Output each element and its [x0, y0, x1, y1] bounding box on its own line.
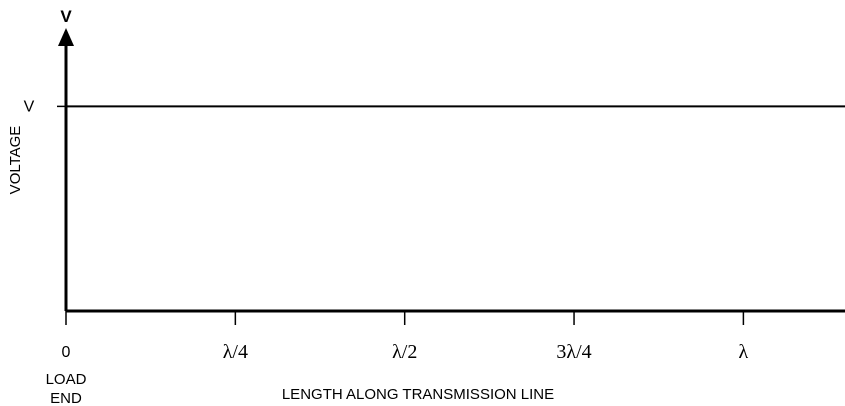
y-axis-label: VOLTAGE — [7, 126, 24, 195]
y-axis-top-label: V — [60, 7, 72, 26]
y-tick-label: V — [24, 98, 35, 115]
x-origin-sublabel-line2: END — [50, 390, 82, 406]
x-origin-label: 0 — [62, 344, 71, 361]
x-tick-label: λ — [739, 341, 749, 363]
x-tick-label: λ/2 — [392, 341, 417, 363]
x-axis-label: LENGTH ALONG TRANSMISSION LINE — [282, 386, 554, 403]
y-axis-arrowhead — [58, 28, 74, 46]
y-ticks: V — [24, 98, 66, 115]
x-tick-label: λ/4 — [223, 341, 248, 363]
x-tick-label: 3λ/4 — [556, 341, 591, 363]
x-ticks: λ/4 λ/2 3λ/4 λ — [65, 311, 749, 363]
x-origin-sublabel-line1: LOAD — [46, 371, 87, 388]
